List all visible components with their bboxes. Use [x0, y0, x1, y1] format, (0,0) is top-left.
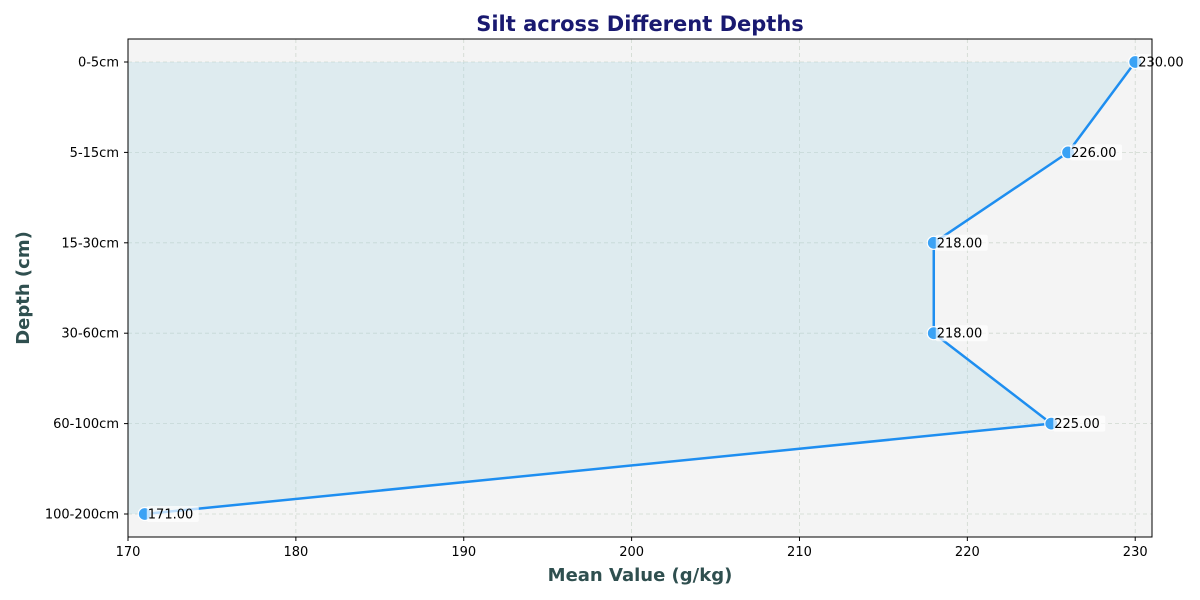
series-line: [144, 61, 1137, 516]
y-tick-label: 15-30cm: [61, 236, 119, 251]
data-label: 230.00: [1138, 56, 1184, 71]
y-tick-label: 0-5cm: [78, 56, 119, 71]
data-label: 218.00: [937, 327, 983, 342]
x-tick-label: 210: [787, 545, 812, 560]
x-tick-label: 180: [283, 545, 308, 560]
data-label: 226.00: [1071, 146, 1117, 161]
x-tick-label: 220: [955, 545, 980, 560]
x-tick-label: 170: [116, 545, 141, 560]
data-label-background: [1137, 54, 1190, 70]
data-label: 218.00: [937, 236, 983, 251]
y-tick-label: 30-60cm: [61, 327, 119, 342]
plot-area: [127, 38, 1153, 538]
plot-frame: [127, 38, 1153, 538]
area-fill-layer: [128, 62, 1136, 514]
x-axis-ticks: 170 180 190 200 210 220 230: [116, 537, 1148, 560]
x-tick-label: 200: [619, 545, 644, 560]
grid-lines: [127, 39, 1152, 537]
y-axis-ticks: 0-5cm 5-15cm 15-30cm 30-60cm 60-100cm 100-200…: [45, 56, 128, 523]
y-axis-title: Depth (cm): [13, 231, 34, 345]
data-label-background: [1053, 415, 1106, 432]
data-label: 225.00: [1054, 417, 1100, 432]
chart-title: Silt across Different Depths: [476, 12, 804, 36]
series-line-layer: [144, 61, 1137, 516]
data-label-layer: 230.00 226.00 218.00 218.00 225.00 171.00: [146, 54, 1190, 523]
x-tick-label: 190: [451, 545, 476, 560]
y-tick-label: 60-100cm: [53, 417, 119, 432]
x-axis-title: Mean Value (g/kg): [548, 565, 733, 586]
y-tick-label: 5-15cm: [70, 146, 119, 161]
data-label-background: [935, 234, 988, 251]
area-fill: [128, 62, 1136, 514]
x-tick-label: 230: [1123, 545, 1148, 560]
data-label-background: [1070, 144, 1123, 161]
data-label-background: [935, 325, 988, 342]
data-label-background: [146, 506, 199, 522]
y-tick-label: 100-200cm: [45, 508, 119, 523]
data-label: 171.00: [148, 508, 194, 523]
